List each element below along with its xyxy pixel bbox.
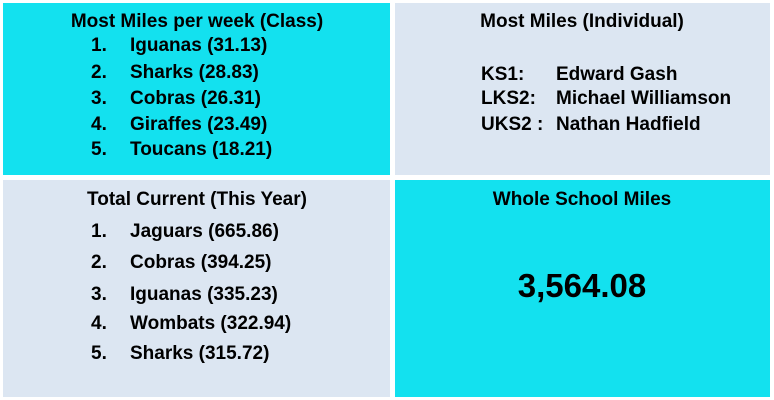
item-rank: 5.	[91, 343, 107, 364]
item-text: Cobras (26.31)	[130, 88, 261, 109]
item-text: Iguanas (31.13)	[130, 35, 268, 56]
item-text: Nathan Hadfield	[556, 114, 701, 135]
item-rank: UKS2 :	[481, 114, 544, 135]
total-miles: 3,564.08	[517, 267, 647, 304]
item-text: Michael Williamson	[556, 88, 732, 109]
item-rank: 1.	[91, 35, 107, 56]
item-text: Jaguars (665.86)	[130, 221, 279, 242]
item-text: Cobras (394.25)	[130, 252, 272, 273]
item-rank: LKS2:	[481, 88, 536, 109]
panel-title: Total Current (This Year)	[87, 189, 307, 210]
item-rank: 2.	[91, 252, 107, 273]
item-text: Sharks (315.72)	[130, 343, 270, 364]
item-text: Toucans (18.21)	[130, 139, 273, 160]
panel-individual	[395, 3, 770, 175]
panel-whole-school	[395, 180, 770, 397]
item-text: Edward Gash	[556, 64, 678, 85]
item-rank: 1.	[91, 221, 107, 242]
item-text: Wombats (322.94)	[130, 313, 292, 334]
panel-title: Most Miles per week (Class)	[70, 11, 324, 32]
panel-class-week	[3, 3, 390, 175]
item-rank: 3.	[91, 88, 107, 109]
item-text: Iguanas (335.23)	[130, 284, 278, 305]
item-rank: 3.	[91, 284, 107, 305]
item-rank: KS1:	[481, 64, 525, 85]
item-rank: 5.	[91, 139, 107, 160]
panel-total-current	[3, 180, 390, 397]
item-rank: 4.	[91, 313, 107, 334]
panel-title: Most Miles (Individual)	[480, 11, 684, 32]
item-rank: 4.	[91, 114, 107, 135]
panel-title: Whole School Miles	[492, 189, 672, 210]
item-text: Giraffes (23.49)	[130, 114, 268, 135]
item-rank: 2.	[91, 62, 107, 83]
item-text: Sharks (28.83)	[130, 62, 259, 83]
